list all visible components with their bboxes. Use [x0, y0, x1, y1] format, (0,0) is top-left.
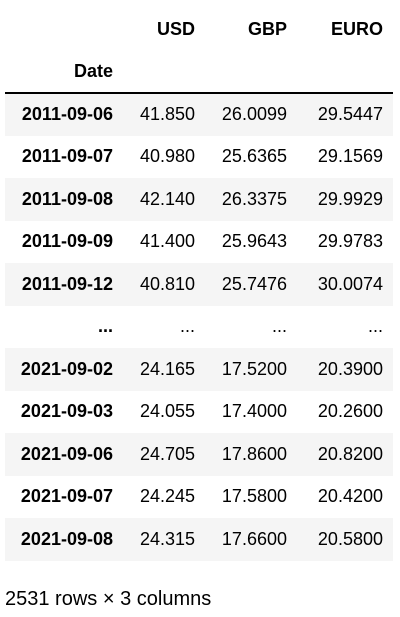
column-header-row: USD GBP EURO	[5, 8, 393, 50]
cell-gbp: 25.7476	[221, 273, 287, 294]
table-row: 2021-09-02 24.165 17.5200 20.3900	[5, 348, 393, 391]
row-index-date: 2011-09-12	[21, 273, 113, 294]
column-header-usd: USD	[156, 18, 195, 39]
index-corner-header	[5, 8, 123, 50]
column-header-gbp: GBP	[247, 18, 287, 39]
cell-euro: 20.5800	[317, 528, 383, 549]
table-body: 2011-09-06 41.850 26.0099 29.5447 2011-09-07…	[5, 93, 393, 561]
cell-gbp: 26.3375	[221, 188, 287, 209]
row-index-date: 2021-09-03	[20, 401, 113, 422]
row-index-date: 2011-09-06	[21, 104, 113, 125]
column-header-euro: EURO	[330, 18, 383, 39]
cell-gbp: ...	[271, 316, 287, 337]
dataframe: USD GBP EURO Date 2011-09-06 41.850 26.009…	[5, 8, 393, 561]
table-row: 2011-09-08 42.140 26.3375 29.9929	[5, 178, 393, 221]
cell-usd: ...	[179, 316, 195, 337]
cell-gbp: 25.9643	[221, 231, 287, 252]
cell-usd: 41.400	[139, 231, 195, 252]
row-index-date: 2011-09-08	[21, 188, 113, 209]
cell-euro: 30.0074	[317, 273, 383, 294]
table-row: 2011-09-06 41.850 26.0099 29.5447	[5, 93, 393, 136]
row-index-date: 2011-09-09	[21, 231, 113, 252]
cell-usd: 40.980	[139, 146, 195, 167]
cell-gbp: 17.6600	[221, 528, 287, 549]
index-name-blank-usd	[123, 50, 205, 93]
cell-usd: 24.245	[139, 486, 195, 507]
table-row: 2021-09-03 24.055 17.4000 20.2600	[5, 391, 393, 434]
cell-euro: 29.9783	[317, 231, 383, 252]
cell-euro: 29.1569	[317, 146, 383, 167]
index-name-blank-gbp	[205, 50, 297, 93]
dataframe-table: USD GBP EURO Date 2011-09-06 41.850 26.009…	[5, 8, 393, 561]
cell-usd: 41.850	[139, 104, 195, 125]
cell-euro: 29.9929	[317, 188, 383, 209]
cell-euro: 29.5447	[317, 104, 383, 125]
table-row: 2011-09-09 41.400 25.9643 29.9783	[5, 221, 393, 264]
table-row: 2021-09-07 24.245 17.5800 20.4200	[5, 476, 393, 519]
cell-gbp: 26.0099	[221, 104, 287, 125]
row-index-date: 2021-09-06	[20, 443, 113, 464]
row-index-date: 2021-09-07	[20, 486, 113, 507]
cell-gbp: 17.5200	[221, 358, 287, 379]
cell-gbp: 17.8600	[221, 443, 287, 464]
cell-euro: 20.2600	[317, 401, 383, 422]
cell-usd: 24.165	[139, 358, 195, 379]
cell-usd: 42.140	[139, 188, 195, 209]
cell-usd: 24.705	[139, 443, 195, 464]
cell-usd: 40.810	[139, 273, 195, 294]
row-index-date: 2021-09-02	[20, 358, 113, 379]
cell-usd: 24.055	[139, 401, 195, 422]
cell-euro: 20.8200	[317, 443, 383, 464]
table-row: 2011-09-07 40.980 25.6365 29.1569	[5, 136, 393, 179]
table-row: 2021-09-08 24.315 17.6600 20.5800	[5, 518, 393, 561]
table-row: 2021-09-06 24.705 17.8600 20.8200	[5, 433, 393, 476]
index-name-row: Date	[5, 50, 393, 93]
index-name-blank-euro	[297, 50, 393, 93]
cell-usd: 24.315	[139, 528, 195, 549]
row-index-date: 2011-09-07	[21, 146, 113, 167]
cell-gbp: 17.5800	[221, 486, 287, 507]
shape-summary: 2531 rows × 3 columns	[5, 588, 212, 610]
row-index-date: ...	[97, 316, 113, 337]
cell-euro: 20.3900	[317, 358, 383, 379]
cell-gbp: 25.6365	[221, 146, 287, 167]
row-index-date: 2021-09-08	[20, 528, 113, 549]
cell-euro: 20.4200	[317, 486, 383, 507]
index-name-header: Date	[73, 60, 113, 81]
cell-gbp: 17.4000	[221, 401, 287, 422]
cell-euro: ...	[367, 316, 383, 337]
table-row: ............	[5, 306, 393, 349]
table-row: 2011-09-12 40.810 25.7476 30.0074	[5, 263, 393, 306]
table-header: USD GBP EURO Date	[5, 8, 393, 93]
